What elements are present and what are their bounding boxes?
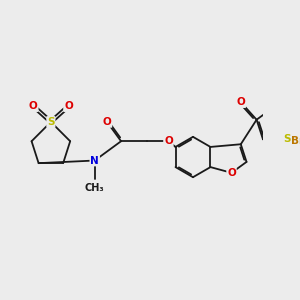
Text: O: O — [64, 101, 73, 111]
Text: O: O — [227, 168, 236, 178]
Text: O: O — [29, 101, 38, 111]
Text: S: S — [283, 134, 291, 144]
Text: CH₃: CH₃ — [85, 183, 105, 193]
Text: N: N — [90, 155, 99, 166]
Text: O: O — [164, 136, 173, 146]
Text: O: O — [236, 97, 245, 107]
Text: S: S — [47, 117, 55, 127]
Text: O: O — [103, 117, 111, 127]
Text: Br: Br — [291, 136, 300, 146]
